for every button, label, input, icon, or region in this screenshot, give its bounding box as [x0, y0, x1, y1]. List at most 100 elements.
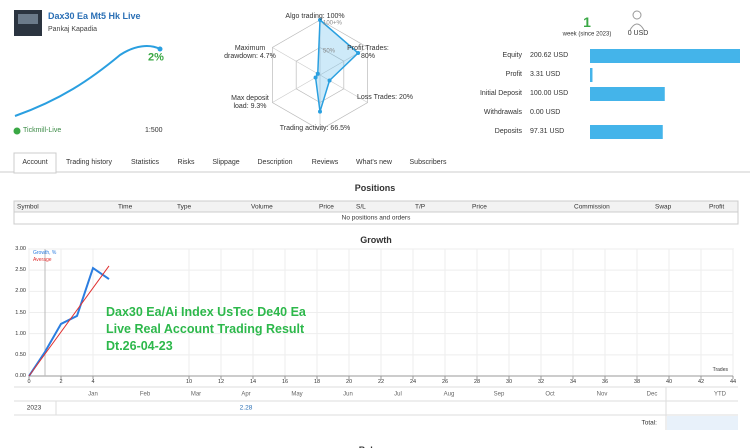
stat-bar — [590, 49, 740, 63]
x-tick-label: 26 — [441, 378, 449, 385]
x-tick-label: 40 — [665, 378, 673, 385]
y-tick-label: 3.00 — [15, 245, 26, 252]
stat-label: Withdrawals — [483, 108, 522, 116]
radar-label: Loss Trades: 20% — [356, 93, 414, 101]
y-tick-label: 2.50 — [15, 267, 26, 273]
stat-label: Initial Deposit — [479, 89, 522, 97]
annotation: Live Real Account Trading Result — [106, 321, 305, 336]
x-tick-label: 24 — [409, 378, 417, 385]
tab[interactable]: Account — [22, 158, 48, 166]
column-header: Time — [118, 202, 133, 210]
weeks-label: week (since 2023) — [562, 31, 612, 38]
x-tick-label: 42 — [697, 378, 705, 385]
series-line — [28, 265, 110, 377]
sparkline-dot — [157, 46, 163, 52]
column-header: Commission — [574, 202, 610, 210]
total-label: Total: — [641, 419, 657, 427]
stat-label: Equity — [502, 51, 522, 59]
month-label: Jul — [394, 391, 402, 398]
stat-label: Deposits — [494, 127, 522, 135]
x-tick-label: 4 — [91, 378, 95, 385]
month-label: Feb — [139, 391, 151, 398]
x-tick-label: 30 — [505, 378, 513, 385]
x-tick-label: 0 — [27, 378, 31, 385]
tab[interactable]: Reviews — [311, 158, 339, 166]
verified-icon — [13, 127, 21, 135]
x-tick-label: 14 — [249, 378, 257, 385]
x-tick-label: 38 — [633, 378, 641, 385]
stat-label: Profit — [505, 70, 522, 78]
month-label: May — [291, 391, 303, 398]
radar-label: Max deposit load: 9.3% — [231, 94, 269, 110]
series-line — [28, 266, 110, 377]
weeks-value: 1 — [583, 13, 591, 30]
radar-spoke — [272, 74, 321, 103]
signal-title[interactable]: Dax30 Ea Mt5 Hk Live — [48, 10, 141, 21]
x-tick-label: 16 — [281, 378, 289, 385]
month-label: Oct — [545, 391, 555, 398]
radar-label: Trading activity: 66.5% — [279, 124, 351, 132]
tab[interactable]: Subscribers — [409, 158, 447, 166]
stat-value: 3.31 USD — [530, 70, 561, 78]
x-tick-label: 2 — [59, 378, 63, 385]
column-header: Symbol — [17, 202, 39, 210]
month-label: Aug — [443, 391, 455, 398]
stat-value: 200.62 USD — [530, 51, 569, 59]
annotation: Dt.26-04-23 — [106, 338, 173, 353]
subscriber-icon — [632, 10, 642, 20]
y-tick-label: 0.00 — [15, 372, 26, 379]
radar-label: Maximum drawdown: 4.7% — [224, 44, 276, 60]
tab[interactable]: Statistics — [130, 158, 160, 166]
stat-bar — [590, 68, 593, 82]
radar-point — [318, 18, 322, 22]
x-axis-label: Trades — [712, 367, 728, 374]
table-row — [13, 211, 739, 225]
stat-value: 0.00 USD — [530, 108, 561, 116]
sparkline — [14, 45, 161, 117]
radar-spoke — [272, 47, 321, 76]
y-tick-label: 2.00 — [15, 288, 26, 295]
stat-value: 97.31 USD — [530, 127, 565, 135]
x-tick-label: 34 — [569, 378, 577, 385]
column-header: S/L — [356, 202, 366, 210]
month-label: Dec — [646, 391, 658, 398]
ytd-label: YTD — [714, 391, 726, 398]
section-title: Balance — [359, 445, 394, 448]
x-tick-label: 22 — [377, 378, 385, 385]
annotation: Dax30 Ea/Ai Index UsTec De40 Ea — [106, 304, 306, 319]
x-tick-label: 28 — [473, 378, 481, 385]
legend-entry: Average — [33, 257, 52, 264]
month-label: Sep — [493, 391, 505, 398]
growth-label: 2% — [148, 51, 164, 64]
radar-label: Profit Trades: 80% — [347, 44, 389, 60]
tab[interactable]: Slippage — [212, 158, 240, 166]
tab[interactable]: Risks — [177, 158, 195, 166]
stat-bar — [590, 87, 665, 101]
column-header: Swap — [655, 202, 672, 210]
radar-point — [313, 75, 318, 80]
month-label: Jan — [88, 391, 98, 398]
month-label: Jun — [343, 391, 353, 398]
radar-label: Algo trading: 100% — [285, 12, 345, 20]
x-tick-label: 12 — [217, 378, 225, 385]
tab[interactable]: Description — [257, 158, 293, 166]
subscription-price: 0 USD — [627, 29, 649, 37]
x-tick-label: 18 — [313, 378, 321, 385]
tab[interactable]: Trading history — [65, 158, 113, 166]
x-tick-label: 44 — [729, 378, 737, 385]
total-cell — [667, 416, 738, 430]
y-tick-label: 1.50 — [15, 309, 26, 316]
y-tick-label: 1.00 — [15, 330, 26, 337]
x-tick-label: 36 — [601, 378, 609, 385]
radar-scale-label: 100+% — [323, 20, 342, 27]
legend-entry: Growth, % — [33, 250, 57, 257]
author: Pankaj Kapadia — [48, 25, 98, 33]
avatar-detail — [18, 14, 38, 24]
stat-bar — [590, 125, 663, 139]
section-title: Positions — [354, 182, 396, 193]
column-header: Profit — [709, 202, 725, 210]
tab[interactable]: What's new — [356, 158, 392, 166]
section-title: Growth — [360, 234, 392, 245]
